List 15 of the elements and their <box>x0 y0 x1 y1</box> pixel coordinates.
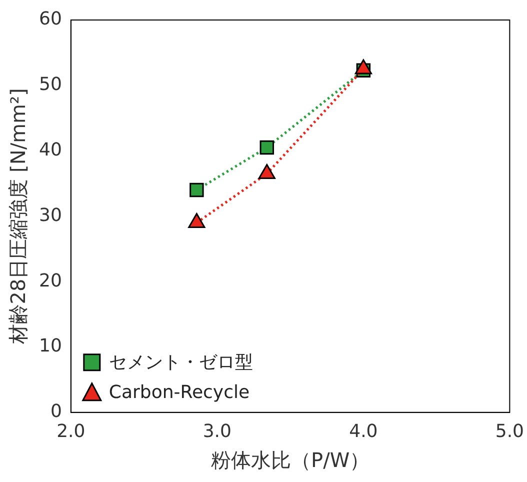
x-tick-label: 5.0 <box>495 420 524 442</box>
legend-label: セメント・ゼロ型 <box>108 352 253 374</box>
legend-label: Carbon-Recycle <box>108 382 250 404</box>
x-axis-title: 粉体水比（P/W） <box>211 448 370 472</box>
y-tick-label: 20 <box>39 270 62 292</box>
y-tick-label: 10 <box>39 336 62 357</box>
y-tick-label: 50 <box>39 74 62 96</box>
x-tick-label: 3.0 <box>202 420 232 442</box>
x-tick-label: 2.0 <box>56 420 86 442</box>
y-tick-label: 40 <box>39 139 62 160</box>
y-axis-title: 材齢28日圧縮強度 [N/mm²] <box>6 88 30 346</box>
x-tick-label: 4.0 <box>349 420 378 442</box>
y-tick-label: 60 <box>39 8 62 30</box>
y-tick-label: 0 <box>50 401 62 422</box>
y-tick-label: 30 <box>39 204 62 226</box>
